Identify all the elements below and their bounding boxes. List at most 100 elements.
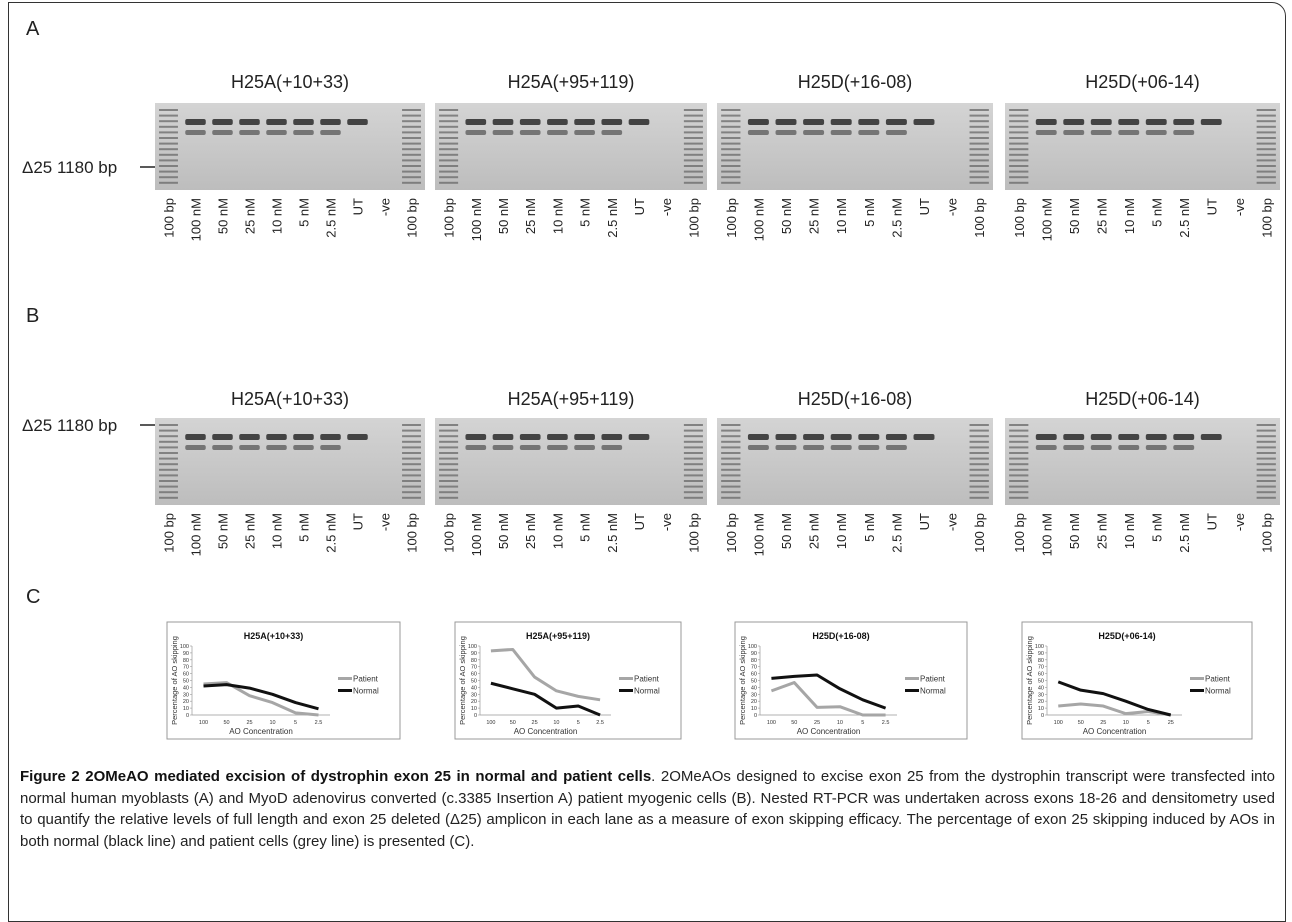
ladder-band bbox=[1009, 148, 1028, 150]
lane-label: 100 nM bbox=[469, 198, 484, 241]
gel-band bbox=[574, 130, 595, 135]
gel-band bbox=[266, 434, 287, 440]
ladder-band bbox=[402, 424, 421, 426]
gel-band bbox=[1091, 130, 1112, 135]
ladder-band bbox=[684, 109, 703, 111]
ladder-band bbox=[439, 463, 458, 465]
ladder-band bbox=[402, 171, 421, 173]
gel-band bbox=[748, 434, 769, 440]
ladder-band bbox=[1009, 452, 1028, 454]
gel-title: H25D(+06-14) bbox=[1085, 389, 1200, 409]
ladder-band bbox=[721, 171, 740, 173]
ladder-band bbox=[1257, 497, 1276, 499]
lane-label: UT bbox=[1204, 198, 1219, 215]
x-tick-label: 10 bbox=[1123, 720, 1129, 726]
ladder-band bbox=[1009, 115, 1028, 117]
ladder-band bbox=[970, 446, 989, 448]
ladder-band bbox=[439, 120, 458, 122]
ladder-band bbox=[970, 148, 989, 150]
y-tick-label: 70 bbox=[1038, 665, 1044, 671]
lane-label: 100 bp bbox=[972, 198, 987, 238]
y-tick-label: 0 bbox=[754, 713, 757, 719]
ladder-band bbox=[439, 165, 458, 167]
figure-caption: Figure 2 2OMeAO mediated excision of dys… bbox=[20, 766, 1275, 852]
panel-letter: C bbox=[26, 586, 40, 608]
lane-label: 50 nM bbox=[216, 198, 231, 234]
y-tick-label: 10 bbox=[471, 706, 477, 712]
legend-label: Normal bbox=[353, 687, 379, 696]
y-tick-label: 70 bbox=[751, 665, 757, 671]
lane-label: -ve bbox=[659, 513, 674, 531]
lane-label: -ve bbox=[945, 198, 960, 216]
ladder-band bbox=[402, 109, 421, 111]
ladder-band bbox=[684, 131, 703, 133]
ladder-band bbox=[1009, 486, 1028, 488]
ladder-band bbox=[721, 154, 740, 156]
gel-band bbox=[748, 130, 769, 135]
ladder-band bbox=[159, 430, 178, 432]
lane-label: -ve bbox=[945, 513, 960, 531]
ladder-band bbox=[1257, 109, 1276, 111]
gel-band bbox=[1146, 434, 1167, 440]
lane-label: 25 nM bbox=[523, 198, 538, 234]
gel-band bbox=[803, 445, 824, 450]
lane-label: 2.5 nM bbox=[1177, 198, 1192, 238]
ladder-band bbox=[721, 430, 740, 432]
ladder-band bbox=[1009, 435, 1028, 437]
ladder-band bbox=[970, 115, 989, 117]
ladder-band bbox=[970, 497, 989, 499]
y-tick-label: 60 bbox=[1038, 672, 1044, 678]
gel-band bbox=[547, 434, 568, 440]
gel-band bbox=[1173, 130, 1194, 135]
ladder-band bbox=[402, 441, 421, 443]
ladder-band bbox=[402, 115, 421, 117]
ladder-band bbox=[402, 452, 421, 454]
ladder-band bbox=[684, 171, 703, 173]
y-tick-label: 80 bbox=[471, 658, 477, 664]
gel-band bbox=[266, 130, 287, 135]
x-tick-label: 50 bbox=[791, 720, 797, 726]
lane-label: 50 nM bbox=[496, 513, 511, 549]
ladder-band bbox=[439, 137, 458, 139]
ladder-band bbox=[684, 176, 703, 178]
lane-label: 100 bp bbox=[162, 513, 177, 553]
lane-label: UT bbox=[917, 513, 932, 530]
lane-label: 10 nM bbox=[270, 513, 285, 549]
ladder-band bbox=[684, 463, 703, 465]
ladder-band bbox=[684, 458, 703, 460]
lane-label: 2.5 nM bbox=[1177, 513, 1192, 553]
gel-band bbox=[831, 119, 852, 125]
gel-band bbox=[1201, 434, 1222, 440]
ladder-band bbox=[684, 452, 703, 454]
x-tick-label: 25 bbox=[1100, 720, 1106, 726]
gel-band bbox=[886, 130, 907, 135]
ladder-band bbox=[721, 159, 740, 161]
gel-band bbox=[914, 434, 935, 440]
ladder-band bbox=[439, 115, 458, 117]
ladder-band bbox=[721, 131, 740, 133]
gel-title: H25A(+10+33) bbox=[231, 72, 349, 92]
x-tick-label: 100 bbox=[1054, 720, 1063, 726]
ladder-band bbox=[684, 154, 703, 156]
gel-band bbox=[1118, 119, 1139, 125]
legend-label: Patient bbox=[634, 675, 660, 684]
ladder-band bbox=[970, 452, 989, 454]
lane-label: 2.5 nM bbox=[605, 198, 620, 238]
ladder-band bbox=[970, 491, 989, 493]
lane-label: -ve bbox=[659, 198, 674, 216]
ladder-band bbox=[1257, 469, 1276, 471]
ladder-band bbox=[1257, 486, 1276, 488]
y-tick-label: 30 bbox=[183, 692, 189, 698]
y-tick-label: 20 bbox=[183, 699, 189, 705]
y-tick-label: 50 bbox=[751, 679, 757, 685]
figure: AΔ25 1180 bpH25A(+10+33)100 bp100 nM50 n… bbox=[0, 0, 1292, 760]
gel-band bbox=[493, 130, 514, 135]
ladder-band bbox=[684, 469, 703, 471]
x-tick-label: 100 bbox=[767, 720, 776, 726]
ladder-band bbox=[402, 126, 421, 128]
ladder-band bbox=[1257, 137, 1276, 139]
ladder-band bbox=[159, 435, 178, 437]
lane-label: 100 bp bbox=[1012, 513, 1027, 553]
ladder-band bbox=[1257, 463, 1276, 465]
lane-label: 10 nM bbox=[834, 513, 849, 549]
